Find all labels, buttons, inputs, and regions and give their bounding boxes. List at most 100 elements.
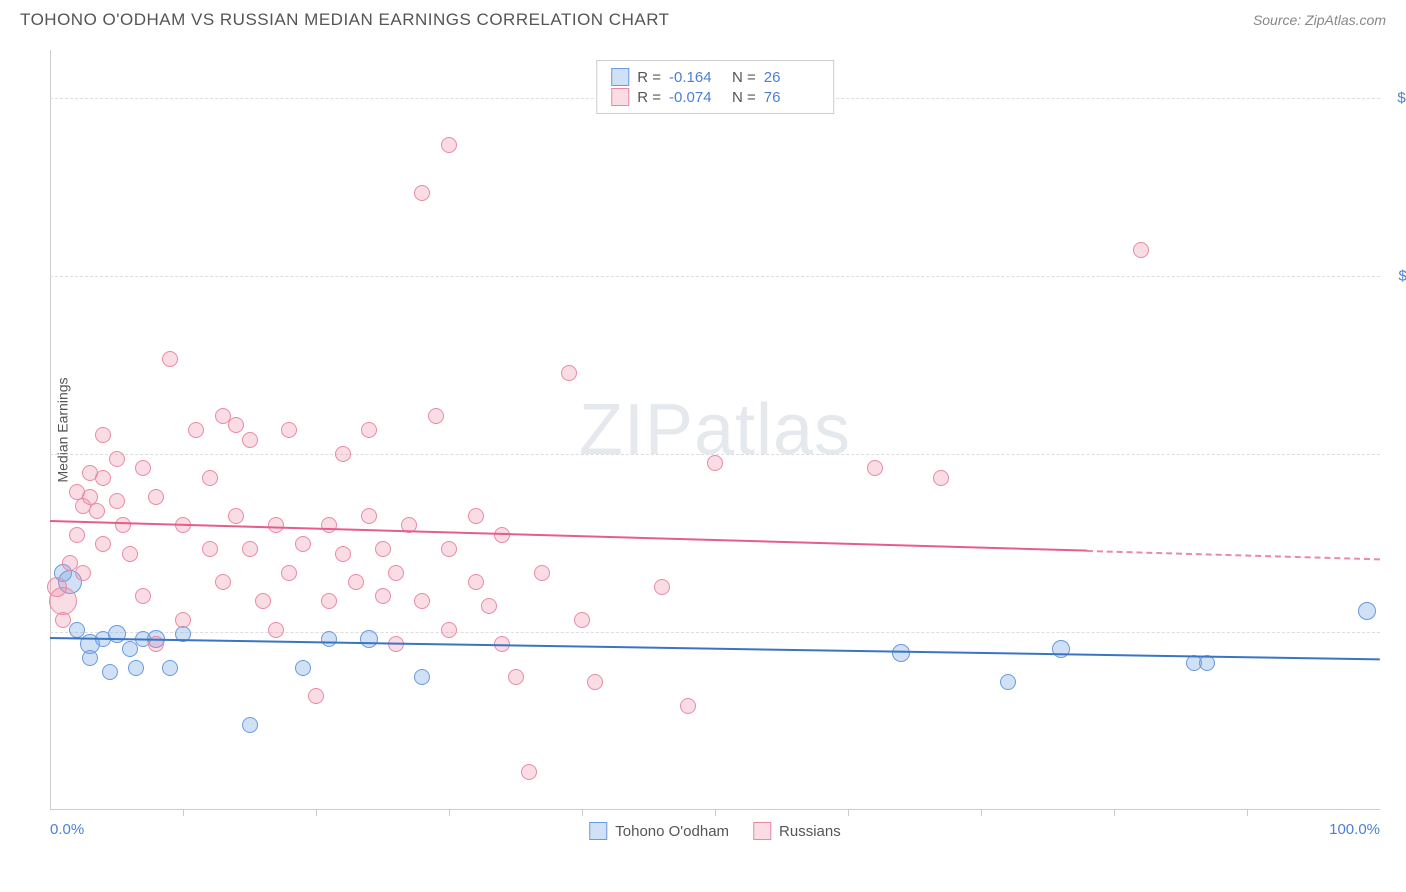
data-point [414, 669, 430, 685]
y-axis-line [50, 50, 51, 810]
data-point [242, 432, 258, 448]
data-point [75, 565, 91, 581]
data-point [468, 574, 484, 590]
data-point [867, 460, 883, 476]
data-point [707, 455, 723, 471]
data-point [202, 470, 218, 486]
data-point [108, 625, 126, 643]
data-point [534, 565, 550, 581]
x-tick [1114, 810, 1115, 816]
legend-n-value: 26 [764, 69, 819, 86]
data-point [1358, 602, 1376, 620]
data-point [933, 470, 949, 486]
source-label: Source: ZipAtlas.com [1253, 12, 1386, 28]
data-point [295, 536, 311, 552]
data-point [680, 698, 696, 714]
data-point [321, 631, 337, 647]
data-point [561, 365, 577, 381]
x-tick [981, 810, 982, 816]
data-point [335, 446, 351, 462]
data-point [348, 574, 364, 590]
data-point [228, 508, 244, 524]
data-point [95, 470, 111, 486]
trend-line [50, 637, 1380, 660]
grid-line [50, 632, 1380, 633]
data-point [268, 517, 284, 533]
data-point [82, 650, 98, 666]
data-point [1133, 242, 1149, 258]
legend-r-value: -0.074 [669, 89, 724, 106]
x-tick [183, 810, 184, 816]
data-point [1000, 674, 1016, 690]
data-point [361, 508, 377, 524]
data-point [228, 417, 244, 433]
correlation-legend-row: R = -0.164 N = 26 [611, 67, 819, 87]
data-point [375, 541, 391, 557]
data-point [441, 137, 457, 153]
chart-title: TOHONO O'ODHAM VS RUSSIAN MEDIAN EARNING… [20, 10, 670, 30]
data-point [587, 674, 603, 690]
data-point [468, 508, 484, 524]
y-tick-label: $75,000 [1385, 445, 1406, 462]
legend-swatch [611, 88, 629, 106]
data-point [361, 422, 377, 438]
data-point [122, 546, 138, 562]
legend-swatch [611, 68, 629, 86]
data-point [128, 660, 144, 676]
data-point [95, 536, 111, 552]
data-point [95, 427, 111, 443]
data-point [892, 644, 910, 662]
legend-n-value: 76 [764, 89, 819, 106]
legend-n-label: N = [732, 89, 756, 106]
data-point [175, 612, 191, 628]
legend-r-label: R = [637, 89, 661, 106]
data-point [414, 593, 430, 609]
data-point [162, 660, 178, 676]
data-point [441, 541, 457, 557]
legend-r-label: R = [637, 69, 661, 86]
legend-item: Tohono O'odham [589, 822, 729, 840]
data-point [188, 422, 204, 438]
x-tick [582, 810, 583, 816]
data-point [321, 517, 337, 533]
y-tick-label: $112,500 [1385, 267, 1406, 284]
data-point [521, 764, 537, 780]
data-point [115, 517, 131, 533]
data-point [388, 565, 404, 581]
data-point [268, 622, 284, 638]
x-tick [449, 810, 450, 816]
legend-r-value: -0.164 [669, 69, 724, 86]
data-point [242, 717, 258, 733]
y-tick-label: $37,500 [1385, 623, 1406, 640]
data-point [428, 408, 444, 424]
correlation-legend-row: R = -0.074 N = 76 [611, 87, 819, 107]
x-tick [848, 810, 849, 816]
data-point [55, 612, 71, 628]
y-tick-label: $150,000 [1385, 89, 1406, 106]
data-point [162, 351, 178, 367]
legend-item: Russians [753, 822, 841, 840]
data-point [69, 527, 85, 543]
legend-label: Tohono O'odham [615, 823, 729, 840]
data-point [242, 541, 258, 557]
data-point [255, 593, 271, 609]
data-point [281, 422, 297, 438]
data-point [414, 185, 430, 201]
series-legend: Tohono O'odham Russians [589, 822, 840, 840]
data-point [89, 503, 105, 519]
data-point [135, 588, 151, 604]
trend-line [1087, 550, 1380, 560]
data-point [109, 493, 125, 509]
data-point [574, 612, 590, 628]
x-max-label: 100.0% [1329, 821, 1380, 838]
plot-area: ZIPatlas R =-0.164N =26R =-0.074N =76 0.… [50, 50, 1380, 810]
data-point [360, 630, 378, 648]
data-point [69, 622, 85, 638]
data-point [335, 546, 351, 562]
data-point [308, 688, 324, 704]
legend-n-label: N = [732, 69, 756, 86]
data-point [481, 598, 497, 614]
legend-label: Russians [779, 823, 841, 840]
grid-line [50, 276, 1380, 277]
data-point [202, 541, 218, 557]
